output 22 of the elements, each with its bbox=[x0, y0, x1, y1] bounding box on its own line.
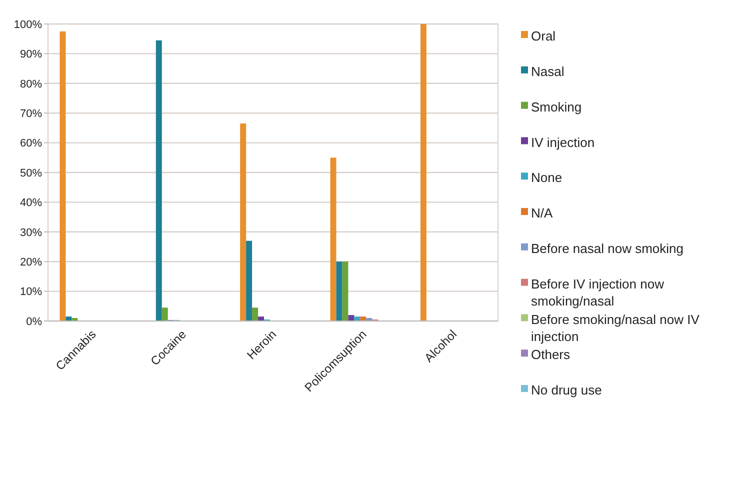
legend-label: Before nasal now smoking bbox=[531, 240, 684, 256]
y-tick-label: 40% bbox=[20, 197, 42, 210]
legend-label: Smoking bbox=[531, 99, 582, 114]
legend-label: No drug use bbox=[531, 382, 602, 398]
y-tick-label: 20% bbox=[20, 256, 42, 268]
y-tick-label: 10% bbox=[20, 286, 42, 298]
legend-label: N/A bbox=[531, 206, 553, 221]
y-tick-label: 80% bbox=[20, 78, 42, 90]
y-tick-label: 50% bbox=[20, 167, 42, 180]
y-tick-label: 30% bbox=[20, 226, 42, 239]
y-tick-label: 60% bbox=[20, 138, 42, 150]
legend-label: Oral bbox=[531, 28, 556, 44]
legend-label: Nasal bbox=[531, 64, 564, 79]
legend-label: Before smoking/nasal now IV injection bbox=[531, 312, 700, 344]
legend-label: Others bbox=[531, 347, 571, 362]
legend-label: None bbox=[531, 170, 562, 186]
legend-label: IV injection bbox=[531, 134, 595, 150]
y-tick-label: 90% bbox=[20, 48, 42, 61]
y-tick-label: 0% bbox=[26, 316, 42, 328]
legend-label: Before IV injection now smoking/nasal bbox=[531, 276, 665, 308]
y-tick-label: 70% bbox=[20, 108, 42, 120]
y-tick-label: 100% bbox=[14, 18, 42, 31]
